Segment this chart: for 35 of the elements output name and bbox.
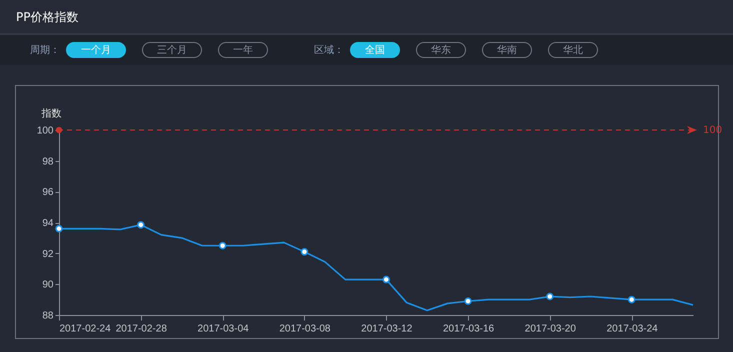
toggle-button: 华北: [548, 42, 598, 58]
x-tick-label: 2017-03-16: [442, 324, 495, 334]
y-tick-label: 94: [42, 218, 54, 229]
toggle-button: 一个月: [66, 42, 126, 58]
y-tick-label: 90: [42, 280, 54, 291]
y-tick-label: 96: [42, 187, 54, 198]
y-tick-label: 92: [42, 248, 54, 260]
y-tick-label: 98: [42, 156, 54, 168]
toggle-button: 华南: [482, 42, 532, 58]
ref-line-label: 100: [703, 125, 722, 136]
point: [546, 292, 554, 300]
point: [464, 297, 472, 305]
y-axis-title: 指数: [40, 108, 62, 120]
point: [300, 248, 308, 256]
x-tick-label: 2017-03-20: [524, 324, 576, 334]
x-tick-label: 2017-03-12: [361, 324, 413, 334]
chart-title: PP价格指数: [16, 9, 78, 26]
point: [382, 276, 390, 284]
filter-label: 周期：: [30, 44, 60, 57]
x-tick-label: 2017-03-24: [606, 324, 658, 334]
x-tick-label: 2017-02-24: [60, 324, 112, 334]
toggle-button: 华东: [416, 42, 466, 58]
toggle-button: 三个月: [142, 42, 202, 58]
toggle-button: 全国: [350, 42, 400, 58]
y-tick-label: 88: [42, 310, 54, 322]
point: [218, 242, 226, 250]
point: [137, 221, 145, 229]
toggle-button: 一年: [218, 42, 268, 58]
x-tick-label: 2017-03-04: [198, 324, 250, 334]
point: [55, 224, 63, 232]
x-tick-label: 2017-03-08: [279, 324, 331, 334]
x-tick-label: 2017-02-28: [116, 324, 168, 334]
point: [628, 296, 636, 304]
y-tick-label: 100: [36, 126, 54, 136]
filter-label: 区域：: [314, 44, 344, 57]
